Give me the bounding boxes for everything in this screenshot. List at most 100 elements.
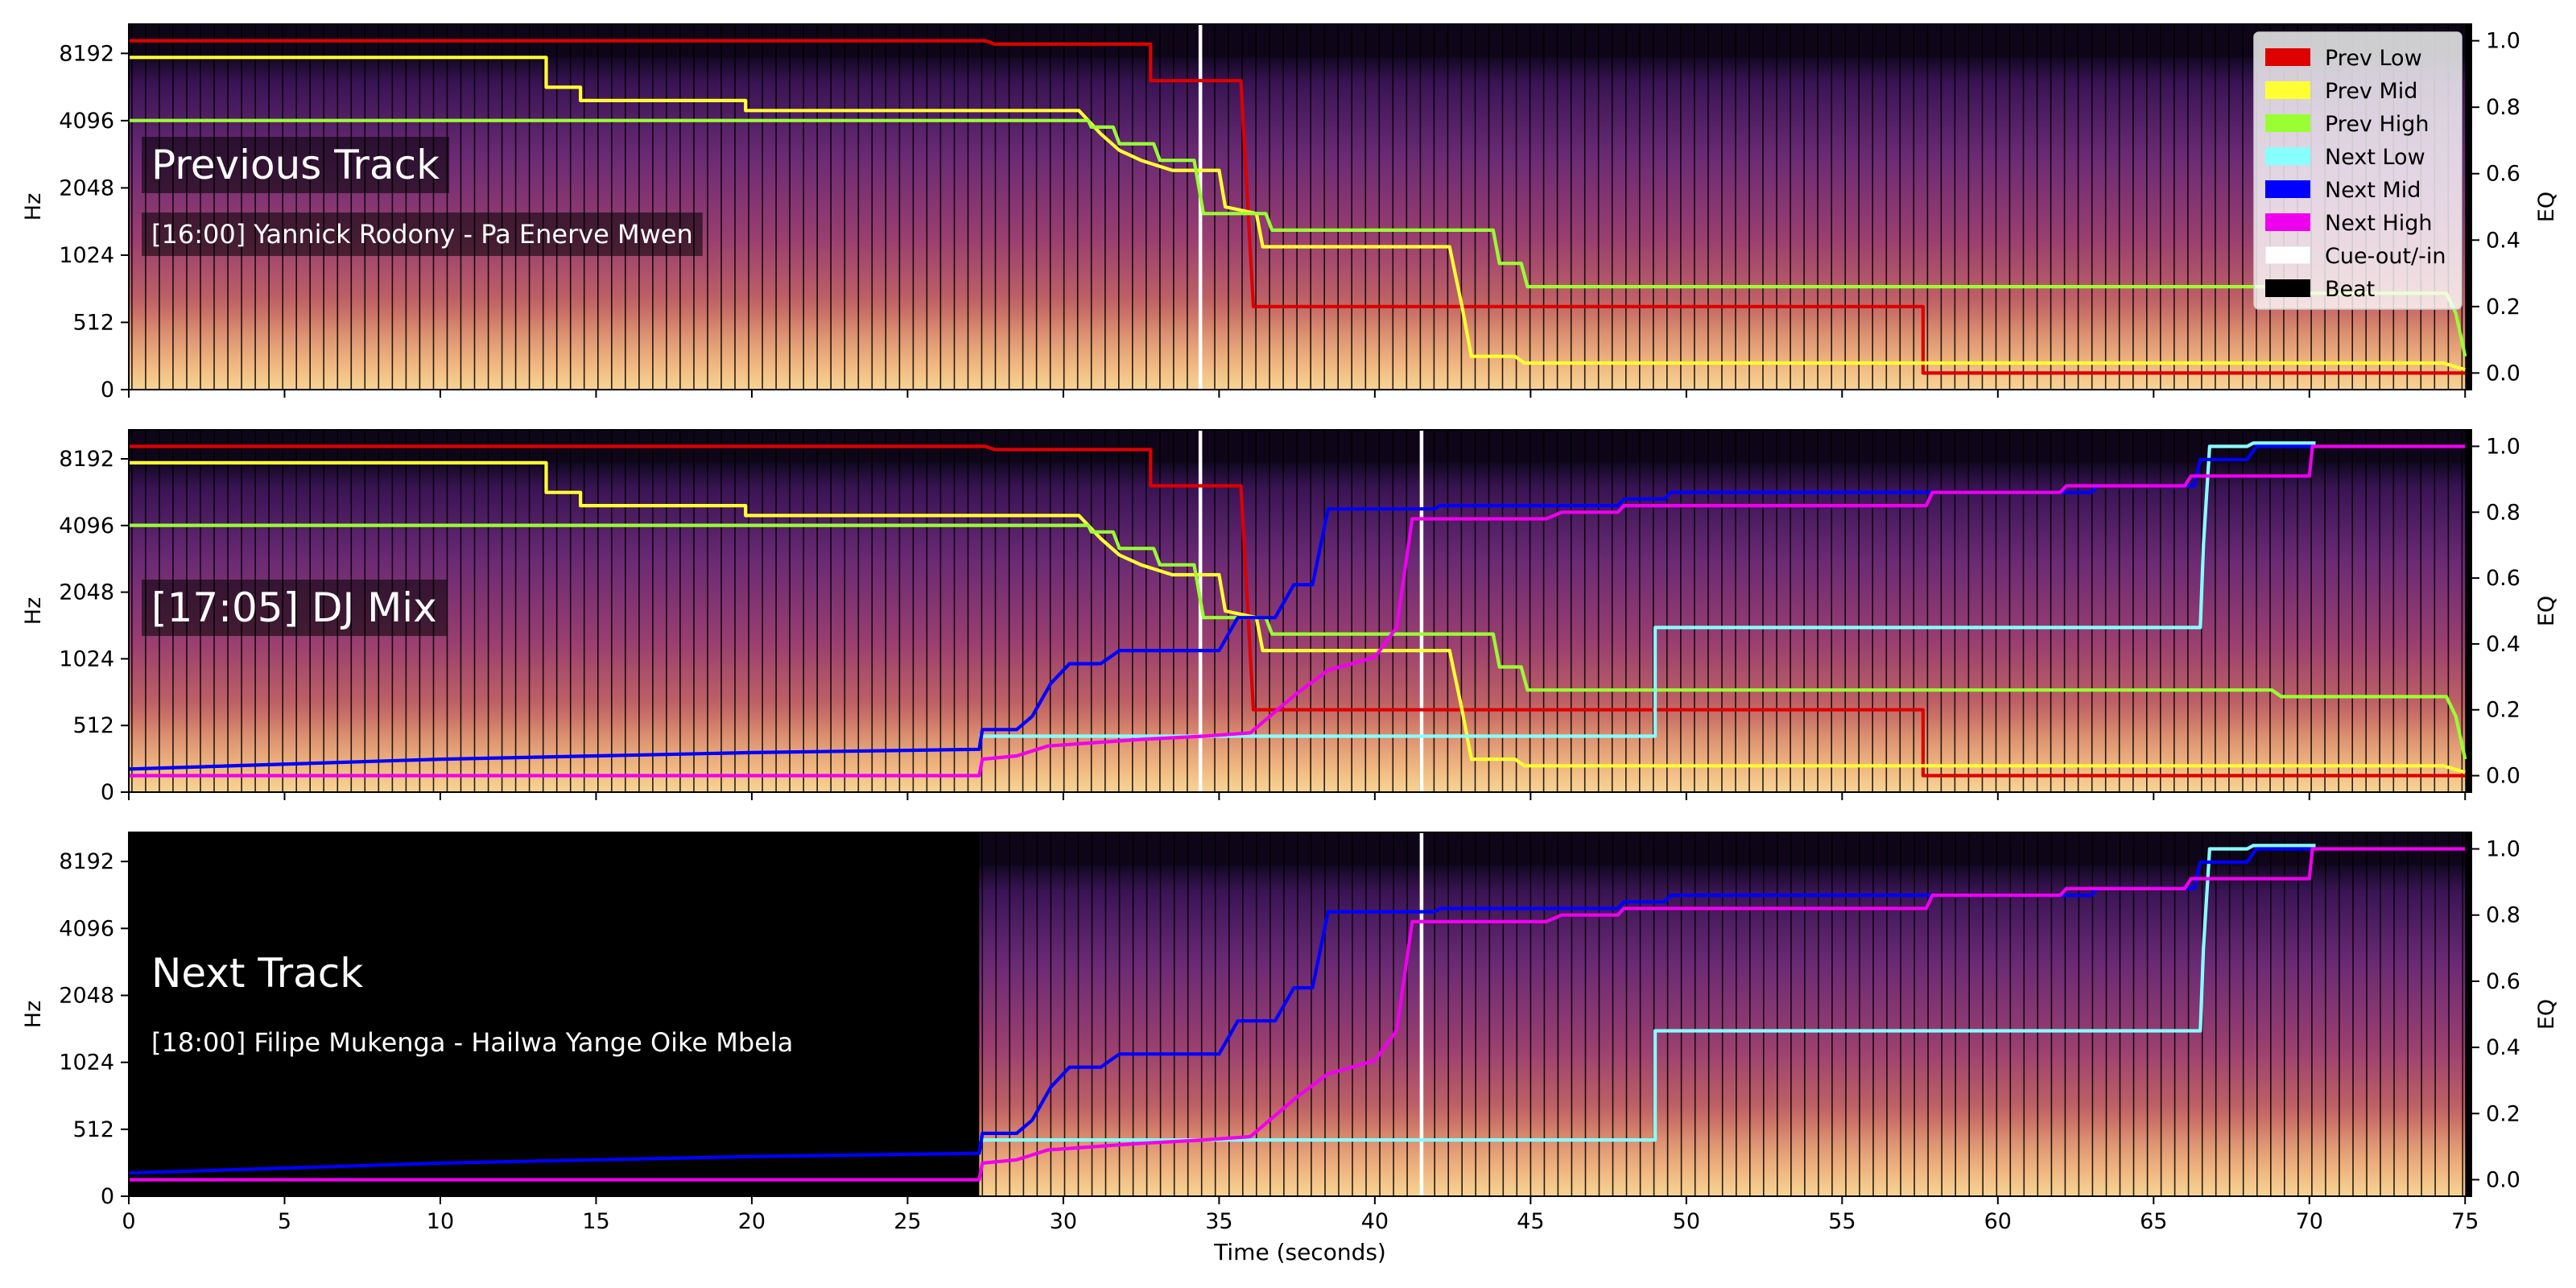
eq-tick-label: 1.0 [2486, 29, 2520, 54]
panel-frame [128, 832, 2472, 1197]
eq-tick-label: 0.2 [2486, 1101, 2520, 1126]
eq-series-next-low [979, 441, 2316, 738]
eq-series-prev-mid [129, 460, 2466, 774]
legend-label: Cue-out/-in [2325, 244, 2446, 269]
x-tick-label: 25 [894, 1209, 921, 1234]
hz-tick-label: 1024 [59, 243, 114, 268]
legend-label: Prev Mid [2325, 79, 2417, 104]
eq-axis-label: EQ [2534, 999, 2559, 1030]
legend-label: Prev High [2325, 112, 2429, 137]
legend-swatch-prev-high [2265, 114, 2310, 132]
hz-tick-label: 2048 [59, 580, 114, 605]
legend-label: Prev Low [2325, 46, 2422, 71]
eq-tick-label: 0.8 [2486, 95, 2520, 120]
eq-series-prev-low [129, 39, 2466, 375]
eq-tick-label: 1.0 [2486, 434, 2520, 459]
hz-axis-label: Hz [21, 1001, 46, 1028]
hz-tick-label: 8192 [59, 41, 114, 66]
eq-tick-label: 1.0 [2486, 837, 2520, 862]
x-tick-label: 45 [1517, 1209, 1544, 1234]
x-tick-label: 10 [427, 1209, 454, 1234]
hz-tick-label: 2048 [59, 175, 114, 200]
x-tick-label: 40 [1361, 1209, 1389, 1234]
eq-tick-label: 0.6 [2486, 566, 2520, 591]
eq-series-prev-low [129, 444, 2466, 778]
eq-series-next-high [129, 847, 2466, 1182]
legend-swatch-beat [2265, 279, 2310, 297]
eq-axis-label: EQ [2534, 192, 2559, 222]
hz-tick-label: 4096 [59, 514, 114, 539]
hz-tick-label: 512 [72, 310, 114, 335]
x-tick-label: 30 [1050, 1209, 1077, 1234]
eq-tick-label: 0.6 [2486, 969, 2520, 994]
hz-tick-label: 2048 [59, 983, 114, 1008]
legend-swatch-next-low [2265, 147, 2310, 165]
panel-title: [17:05] DJ Mix [151, 584, 437, 631]
eq-tick-label: 0.0 [2486, 1167, 2520, 1192]
legend-swatch-prev-low [2265, 48, 2310, 66]
x-tick-label: 65 [2140, 1209, 2167, 1234]
x-tick-label: 70 [2296, 1209, 2323, 1234]
hz-tick-label: 0 [101, 1184, 114, 1209]
x-tick-label: 35 [1205, 1209, 1232, 1234]
hz-tick-label: 8192 [59, 447, 114, 472]
x-tick-label: 75 [2451, 1209, 2479, 1234]
x-tick-label: 60 [1984, 1209, 2012, 1234]
x-tick-label: 55 [1828, 1209, 1856, 1234]
eq-axis-label: EQ [2534, 596, 2559, 626]
panel-title: Next Track [151, 950, 363, 997]
hz-tick-label: 512 [72, 713, 114, 738]
eq-tick-label: 0.0 [2486, 361, 2520, 386]
panel-subtitle: [18:00] Filipe Mukenga - Hailwa Yange Oi… [151, 1027, 793, 1058]
eq-tick-label: 0.8 [2486, 903, 2520, 928]
hz-tick-label: 512 [72, 1117, 114, 1142]
legend-label: Next High [2325, 211, 2433, 236]
panel-mix: 0 512 1024 2048 4096 8192 Hz 0.0 0.2 0.4 0.6 0.8 1.0… [21, 429, 2559, 805]
x-tick-label: 5 [278, 1209, 291, 1234]
eq-tick-label: 0.2 [2486, 295, 2520, 320]
legend-swatch-next-mid [2265, 180, 2310, 198]
panel-title-box [142, 580, 447, 636]
x-tick-label: 0 [122, 1209, 135, 1234]
panel-next: 0 512 1024 2048 4096 8192 Hz 0.0 0.2 0.4 0.6 0.8 1.0… [21, 832, 2559, 1209]
hz-tick-label: 4096 [59, 916, 114, 941]
eq-series-prev-high [129, 523, 2467, 760]
hz-tick-label: 8192 [59, 849, 114, 874]
eq-tick-label: 0.8 [2486, 500, 2520, 525]
panel-frame [128, 429, 2472, 793]
hz-tick-label: 0 [101, 378, 114, 402]
hz-tick-label: 1024 [59, 1051, 114, 1075]
x-tick-label: 20 [738, 1209, 766, 1234]
beat-grid [131, 430, 2463, 792]
eq-series-next-high [129, 444, 2466, 778]
hz-axis-label: Hz [21, 193, 46, 221]
panel-subtitle-box [142, 213, 703, 256]
x-tick-label: 50 [1673, 1209, 1700, 1234]
panel-subtitle: [16:00] Yannick Rodony - Pa Enerve Mwen [151, 219, 693, 250]
eq-tick-label: 0.2 [2486, 698, 2520, 723]
hz-axis-label: Hz [21, 597, 46, 625]
legend-label: Next Low [2325, 145, 2425, 170]
eq-tick-label: 0.6 [2486, 162, 2520, 187]
legend-swatch-next-high [2265, 213, 2310, 231]
panel-previous: 0 512 1024 2048 4096 8192 Hz 0.0 0.2 0.4 0.6 0.8 1.0… [21, 23, 2559, 402]
eq-series-next-low [979, 844, 2316, 1142]
hz-tick-label: 1024 [59, 646, 114, 671]
hz-tick-label: 4096 [59, 109, 114, 134]
eq-tick-label: 0.4 [2486, 632, 2520, 657]
eq-tick-label: 0.4 [2486, 1035, 2520, 1060]
legend-box [2253, 31, 2462, 310]
panel-title: Previous Track [151, 142, 440, 188]
legend-swatch-cue [2264, 246, 2311, 265]
panel-frame [128, 23, 2472, 390]
legend-swatch-prev-mid [2265, 81, 2310, 99]
panel-title-box [142, 137, 450, 193]
x-tick-label: 15 [582, 1209, 609, 1234]
eq-series-prev-mid [129, 56, 2466, 372]
legend-label: Next Mid [2325, 178, 2421, 203]
hz-tick-label: 0 [101, 780, 114, 805]
legend: Prev Low Prev Mid Prev High Next Low Next Mi… [2253, 31, 2462, 310]
eq-tick-label: 0.4 [2486, 228, 2520, 253]
eq-tick-label: 0.0 [2486, 764, 2520, 789]
